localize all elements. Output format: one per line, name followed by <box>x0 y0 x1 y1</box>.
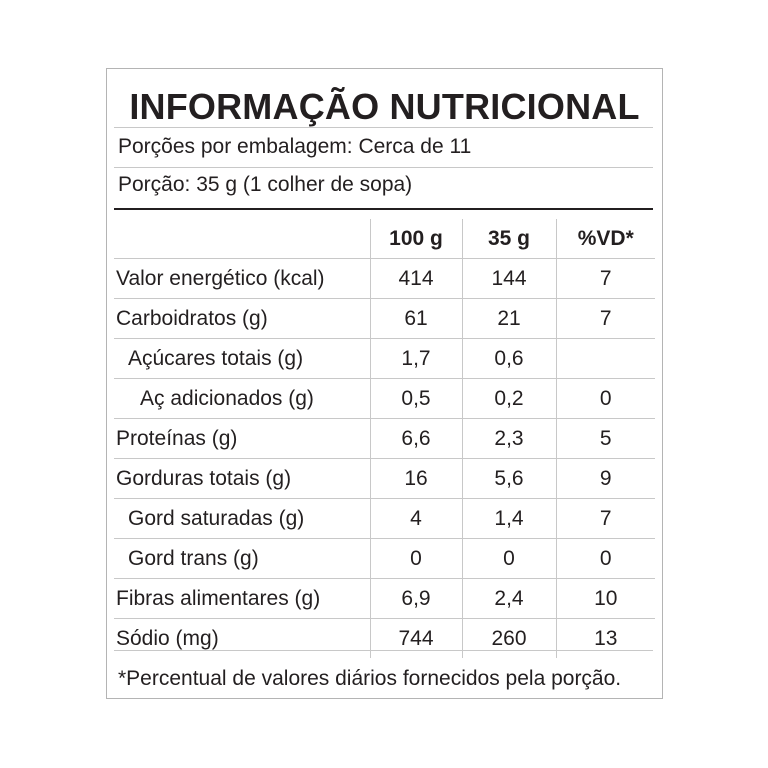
daily-value-percent: 7 <box>555 298 655 339</box>
servings-divider <box>114 167 653 168</box>
nutrient-name: Proteínas (g) <box>114 418 370 459</box>
table-row: Proteínas (g) 6,6 2,3 5 <box>114 418 655 459</box>
value-per-100g: 0 <box>369 538 462 579</box>
table-row: Fibras alimentares (g) 6,9 2,4 10 <box>114 578 655 619</box>
daily-value-percent: 7 <box>555 498 655 539</box>
nutrient-name: Fibras alimentares (g) <box>114 578 370 619</box>
value-per-100g: 4 <box>369 498 462 539</box>
nutrition-table: 100 g 35 g %VD* Valor energético (kcal) 4… <box>114 219 655 658</box>
table-row: Sódio (mg) 744 260 13 <box>114 618 655 658</box>
table-row: Carboidratos (g) 61 21 7 <box>114 298 655 339</box>
value-per-serving: 2,3 <box>461 418 556 459</box>
nutrition-table-body: 100 g 35 g %VD* Valor energético (kcal) 4… <box>114 219 655 658</box>
table-row: Gord saturadas (g) 4 1,4 7 <box>114 498 655 539</box>
header-100g: 100 g <box>369 219 462 259</box>
header-serving: 35 g <box>461 219 556 259</box>
daily-value-percent: 9 <box>555 458 655 499</box>
footnote: *Percentual de valores diários fornecido… <box>118 667 622 690</box>
thick-divider <box>114 208 653 210</box>
table-row: Gord trans (g) 0 0 0 <box>114 538 655 579</box>
value-per-serving: 5,6 <box>461 458 556 499</box>
table-row: Gorduras totais (g) 16 5,6 9 <box>114 458 655 499</box>
value-per-100g: 1,7 <box>369 338 462 379</box>
header-row: 100 g 35 g %VD* <box>114 219 655 259</box>
title-divider <box>114 127 653 128</box>
table-row: Valor energético (kcal) 414 144 7 <box>114 258 655 299</box>
value-per-serving: 0 <box>461 538 556 579</box>
nutrient-name: Gorduras totais (g) <box>114 458 370 499</box>
daily-value-percent <box>555 338 655 379</box>
value-per-100g: 414 <box>369 258 462 299</box>
value-per-serving: 144 <box>461 258 556 299</box>
table-row: Aç adicionados (g) 0,5 0,2 0 <box>114 378 655 419</box>
header-name-cell <box>114 219 370 259</box>
value-per-serving: 0,6 <box>461 338 556 379</box>
daily-value-percent: 10 <box>555 578 655 619</box>
daily-value-percent: 7 <box>555 258 655 299</box>
daily-value-percent: 5 <box>555 418 655 459</box>
nutrient-name: Sódio (mg) <box>114 618 370 658</box>
daily-value-percent: 13 <box>555 618 655 658</box>
daily-value-percent: 0 <box>555 378 655 419</box>
value-per-100g: 6,6 <box>369 418 462 459</box>
value-per-100g: 61 <box>369 298 462 339</box>
value-per-serving: 2,4 <box>461 578 556 619</box>
serving-size: Porção: 35 g (1 colher de sopa) <box>118 173 413 196</box>
value-per-100g: 16 <box>369 458 462 499</box>
label-title: INFORMAÇÃO NUTRICIONAL <box>129 86 640 127</box>
value-per-serving: 1,4 <box>461 498 556 539</box>
nutrient-name: Carboidratos (g) <box>114 298 370 339</box>
value-per-100g: 744 <box>369 618 462 658</box>
value-per-serving: 21 <box>461 298 556 339</box>
header-daily-value: %VD* <box>555 219 655 259</box>
nutrition-facts-label: INFORMAÇÃO NUTRICIONAL Porções por embal… <box>106 68 663 699</box>
nutrient-name: Açúcares totais (g) <box>114 338 370 379</box>
table-row: Açúcares totais (g) 1,7 0,6 <box>114 338 655 379</box>
nutrient-name: Aç adicionados (g) <box>114 378 370 419</box>
nutrient-name: Gord trans (g) <box>114 538 370 579</box>
nutrient-name: Gord saturadas (g) <box>114 498 370 539</box>
footer-divider <box>114 650 653 651</box>
value-per-serving: 0,2 <box>461 378 556 419</box>
daily-value-percent: 0 <box>555 538 655 579</box>
value-per-serving: 260 <box>461 618 556 658</box>
value-per-100g: 0,5 <box>369 378 462 419</box>
value-per-100g: 6,9 <box>369 578 462 619</box>
nutrient-name: Valor energético (kcal) <box>114 258 370 299</box>
servings-per-package: Porções por embalagem: Cerca de 11 <box>118 135 472 158</box>
